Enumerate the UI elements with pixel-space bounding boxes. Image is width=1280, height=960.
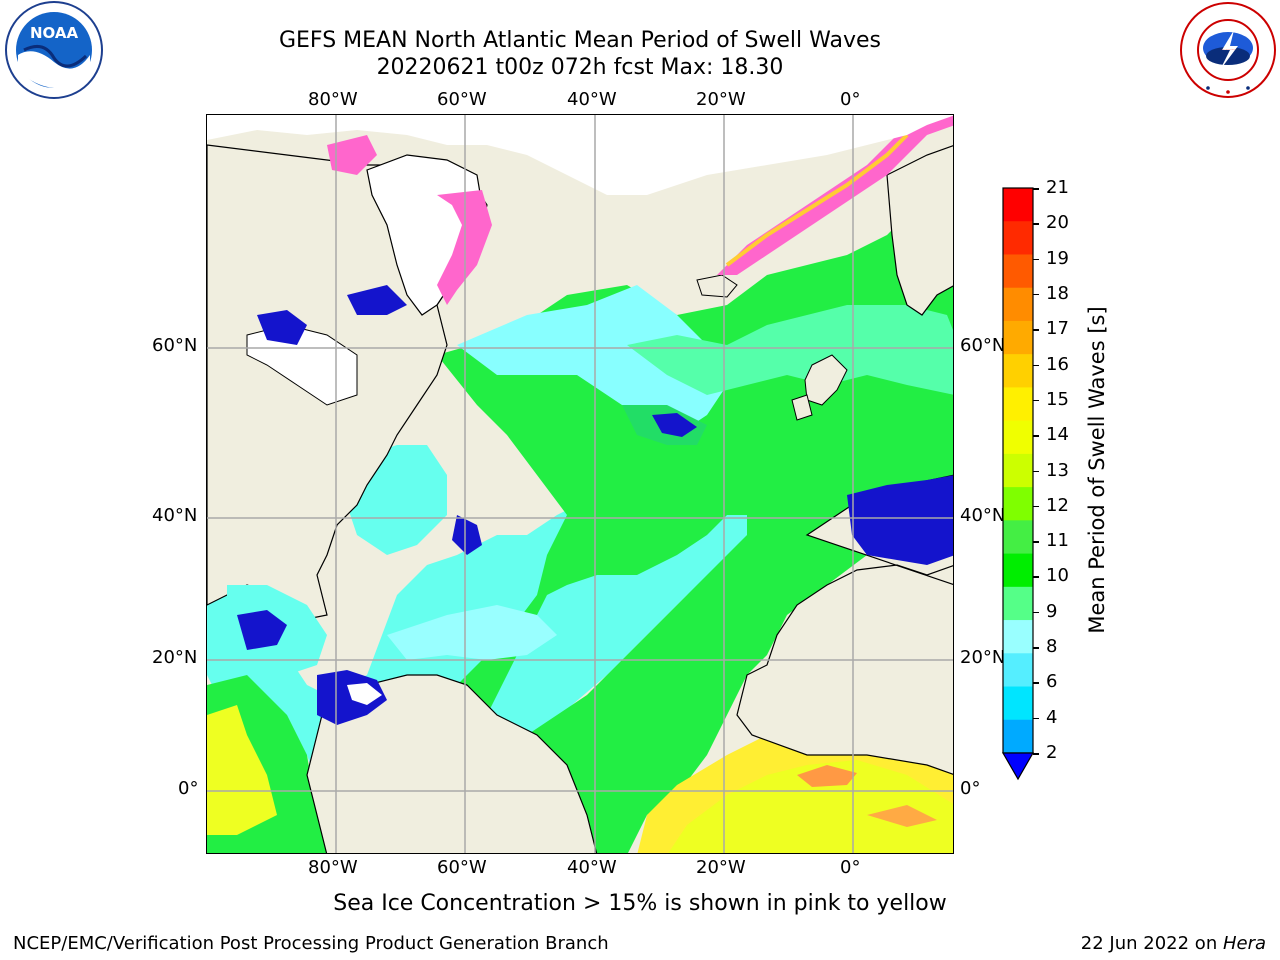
colorbar-tick-label: 11 — [1046, 530, 1069, 552]
colorbar-tick-label: 4 — [1046, 706, 1058, 728]
lat-tick-left: 60°N — [152, 335, 198, 356]
colorbar-tick-label: 12 — [1046, 494, 1069, 516]
lat-tick-right: 20°N — [960, 647, 1006, 668]
noaa-logo-icon: NOAA — [4, 0, 104, 100]
colorbar-tick-mark — [1033, 541, 1039, 543]
footer-date-text: 22 Jun 2022 on — [1080, 933, 1223, 954]
colorbar-tick-mark — [1033, 364, 1039, 367]
colorbar-label: Mean Period of Swell Waves [s] — [1085, 306, 1109, 634]
lat-tick-left: 20°N — [152, 647, 198, 668]
colorbar-tick-mark — [1033, 505, 1039, 508]
lon-tick-bottom: 40°W — [567, 857, 617, 878]
colorbar-swatch — [1003, 620, 1033, 654]
colorbar-tick-mark — [1033, 188, 1039, 190]
lon-tick-bottom: 80°W — [308, 857, 358, 878]
colorbar-ticks: 21 20 19 18 17 16 15 14 13 12 11 10 9 8 6 4 2 — [1033, 0, 1083, 960]
colorbar-tick-label: 14 — [1046, 424, 1069, 446]
colorbar-tick-label: 16 — [1046, 353, 1069, 375]
colorbar-tick-mark — [1033, 717, 1039, 720]
lat-tick-left: 0° — [178, 778, 199, 799]
colorbar-tick-label: 6 — [1046, 671, 1058, 693]
colorbar-tick-label: 18 — [1046, 282, 1069, 304]
colorbar-tick-label: 20 — [1046, 212, 1069, 234]
lon-tick-bottom: 60°W — [437, 857, 487, 878]
colorbar-swatch — [1003, 354, 1033, 389]
colorbar — [1001, 187, 1035, 781]
svg-text:NATIONAL WEATHER SERVICE: NATIONAL WEATHER SERVICE — [1221, 48, 1236, 51]
map-title: GEFS MEAN North Atlantic Mean Period of … — [278, 28, 881, 53]
map-canvas — [207, 115, 953, 853]
colorbar-swatch — [1003, 719, 1033, 754]
colorbar-tick-label: 17 — [1046, 318, 1069, 340]
colorbar-swatch — [1003, 287, 1033, 322]
colorbar-tick-mark — [1033, 258, 1039, 261]
colorbar-tick-mark — [1033, 329, 1039, 331]
lon-tick-top: 60°W — [437, 89, 487, 110]
colorbar-tick-label: 19 — [1046, 247, 1069, 269]
graticule — [207, 115, 953, 853]
map-subtitle: 20220621 t00z 072h fcst Max: 18.30 — [376, 55, 784, 80]
colorbar-swatch — [1003, 453, 1033, 488]
colorbar-swatch — [1003, 553, 1033, 588]
lat-tick-left: 40°N — [152, 505, 198, 526]
lon-tick-top: 40°W — [567, 89, 617, 110]
lat-tick-right: 40°N — [960, 505, 1006, 526]
colorbar-tick-mark — [1033, 647, 1039, 649]
footer-date: 22 Jun 2022 on Hera — [1081, 933, 1266, 954]
colorbar-tick-mark — [1033, 399, 1039, 402]
colorbar-tick-mark — [1033, 223, 1039, 225]
colorbar-swatch — [1003, 221, 1033, 256]
footer-host: Hera — [1222, 933, 1266, 954]
colorbar-swatch — [1003, 420, 1033, 455]
colorbar-swatch — [1003, 320, 1033, 355]
lon-tick-bottom: 20°W — [696, 857, 746, 878]
colorbar-tick-mark — [1033, 435, 1039, 437]
colorbar-tick-mark — [1033, 753, 1039, 755]
lon-tick-top: 80°W — [308, 89, 358, 110]
colorbar-swatch — [1003, 520, 1033, 555]
colorbar-swatch — [1003, 487, 1033, 521]
colorbar-swatch — [1003, 254, 1033, 289]
lon-tick-top: 0° — [840, 89, 861, 110]
colorbar-swatch — [1003, 653, 1033, 688]
colorbar-tick-mark — [1033, 293, 1039, 296]
colorbar-tick-label: 8 — [1046, 636, 1058, 658]
colorbar-tick-label: 13 — [1046, 459, 1069, 481]
map-caption: Sea Ice Concentration > 15% is shown in … — [333, 891, 947, 916]
colorbar-tick-mark — [1033, 682, 1039, 684]
colorbar-swatch — [1003, 686, 1033, 721]
map-panel — [206, 114, 954, 854]
colorbar-tick-label: 15 — [1046, 388, 1069, 410]
colorbar-tick-label: 2 — [1046, 742, 1058, 763]
lat-tick-right: 0° — [960, 778, 981, 799]
colorbar-swatch — [1003, 586, 1033, 621]
colorbar-tick-label: 10 — [1046, 565, 1069, 587]
colorbar-extend-arrow — [1001, 752, 1035, 781]
colorbar-tick-label: 9 — [1046, 600, 1058, 622]
footer-credit: NCEP/EMC/Verification Post Processing Pr… — [13, 933, 609, 954]
colorbar-tick-mark — [1033, 611, 1039, 614]
colorbar-swatches — [1001, 187, 1035, 781]
lon-tick-top: 20°W — [696, 89, 746, 110]
lon-tick-bottom: 0° — [840, 857, 861, 878]
colorbar-tick-mark — [1033, 576, 1039, 578]
svg-text:NOAA: NOAA — [30, 24, 79, 42]
lat-tick-right: 60°N — [960, 335, 1006, 356]
colorbar-tick-label: 21 — [1046, 177, 1069, 198]
colorbar-tick-mark — [1033, 470, 1039, 472]
colorbar-swatch — [1003, 387, 1033, 422]
colorbar-swatch — [1003, 188, 1033, 222]
nws-logo-icon: NATIONAL WEATHER SERVICE — [1178, 0, 1278, 100]
